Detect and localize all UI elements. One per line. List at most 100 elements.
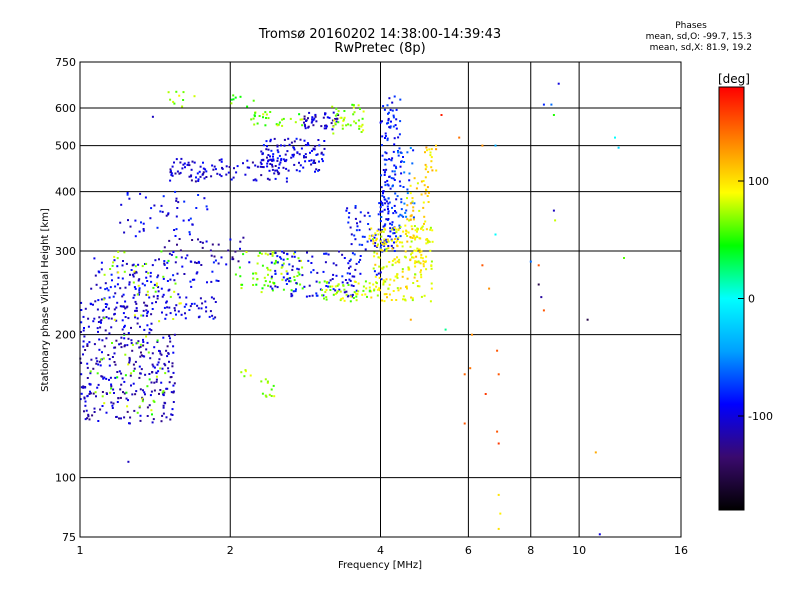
data-point bbox=[356, 222, 358, 225]
data-point bbox=[387, 202, 390, 205]
data-point bbox=[382, 169, 385, 171]
data-point bbox=[329, 289, 332, 291]
data-point bbox=[350, 243, 353, 246]
data-point bbox=[162, 406, 165, 409]
data-point bbox=[463, 422, 466, 425]
data-point bbox=[379, 231, 382, 234]
data-point bbox=[430, 287, 433, 290]
data-point bbox=[429, 249, 432, 252]
data-point bbox=[161, 367, 164, 370]
data-point bbox=[358, 127, 361, 130]
data-point bbox=[393, 143, 396, 146]
data-point bbox=[168, 360, 170, 363]
data-point bbox=[80, 309, 83, 311]
data-point bbox=[410, 240, 413, 243]
data-point bbox=[418, 248, 421, 251]
data-point bbox=[387, 218, 390, 220]
data-point bbox=[152, 418, 155, 421]
data-point bbox=[276, 261, 279, 264]
data-point bbox=[418, 285, 421, 288]
data-point bbox=[126, 405, 129, 408]
data-point bbox=[211, 270, 214, 273]
data-point bbox=[129, 273, 131, 276]
data-point bbox=[146, 312, 149, 315]
data-point bbox=[376, 288, 379, 291]
data-point bbox=[264, 111, 267, 114]
data-point bbox=[314, 170, 316, 173]
data-point bbox=[391, 170, 394, 173]
data-point bbox=[377, 213, 380, 216]
data-point bbox=[90, 287, 93, 290]
data-point bbox=[355, 289, 358, 292]
data-point bbox=[399, 287, 402, 290]
data-point bbox=[411, 256, 413, 259]
data-point bbox=[133, 286, 136, 289]
data-point bbox=[384, 280, 387, 283]
data-point bbox=[398, 261, 401, 264]
data-point bbox=[184, 257, 187, 260]
data-point bbox=[134, 265, 137, 268]
data-point bbox=[175, 90, 178, 93]
data-point bbox=[422, 229, 425, 232]
data-point bbox=[322, 153, 325, 156]
data-point bbox=[400, 208, 403, 211]
data-point bbox=[124, 353, 127, 356]
data-point bbox=[87, 413, 90, 416]
data-point bbox=[176, 272, 179, 275]
data-point bbox=[409, 236, 412, 239]
data-point bbox=[130, 372, 133, 375]
data-point bbox=[411, 297, 414, 300]
data-point bbox=[119, 388, 122, 391]
data-point bbox=[333, 119, 336, 122]
data-point bbox=[246, 166, 249, 169]
data-point bbox=[155, 282, 158, 285]
data-point bbox=[155, 378, 158, 381]
data-point bbox=[386, 179, 389, 182]
data-point bbox=[145, 314, 148, 317]
data-point bbox=[404, 250, 407, 253]
data-point bbox=[413, 262, 416, 265]
data-point bbox=[244, 369, 247, 372]
data-point bbox=[146, 341, 149, 344]
data-point bbox=[294, 290, 297, 293]
data-point bbox=[104, 303, 107, 305]
data-point bbox=[110, 385, 113, 388]
data-point bbox=[412, 149, 415, 152]
data-point bbox=[304, 153, 307, 156]
data-point bbox=[389, 126, 392, 129]
data-point bbox=[315, 168, 318, 171]
data-point bbox=[171, 408, 174, 411]
data-point bbox=[189, 280, 192, 283]
data-point bbox=[430, 166, 433, 169]
data-point bbox=[402, 295, 405, 298]
data-point bbox=[108, 296, 111, 299]
data-point bbox=[276, 157, 279, 160]
data-point bbox=[136, 317, 139, 320]
y-tick-label: 600 bbox=[55, 102, 76, 115]
data-point bbox=[311, 118, 314, 121]
data-point bbox=[266, 177, 269, 180]
data-point bbox=[138, 376, 141, 379]
data-point bbox=[426, 241, 429, 244]
data-point bbox=[82, 329, 85, 332]
data-point bbox=[133, 270, 136, 273]
data-point bbox=[113, 361, 116, 363]
data-point bbox=[352, 285, 355, 287]
data-point bbox=[440, 114, 443, 116]
data-point bbox=[422, 265, 425, 268]
data-point bbox=[424, 151, 426, 154]
data-point bbox=[321, 160, 324, 163]
data-point bbox=[271, 254, 274, 257]
data-point bbox=[398, 133, 401, 136]
data-point bbox=[172, 100, 175, 103]
data-point bbox=[390, 299, 393, 301]
data-point bbox=[397, 151, 400, 154]
data-point bbox=[97, 299, 100, 302]
data-point bbox=[112, 388, 115, 391]
data-point bbox=[295, 288, 297, 291]
data-point bbox=[205, 306, 208, 309]
data-point bbox=[159, 367, 162, 370]
data-point bbox=[352, 297, 355, 299]
data-point bbox=[418, 251, 421, 254]
data-point bbox=[391, 259, 394, 262]
